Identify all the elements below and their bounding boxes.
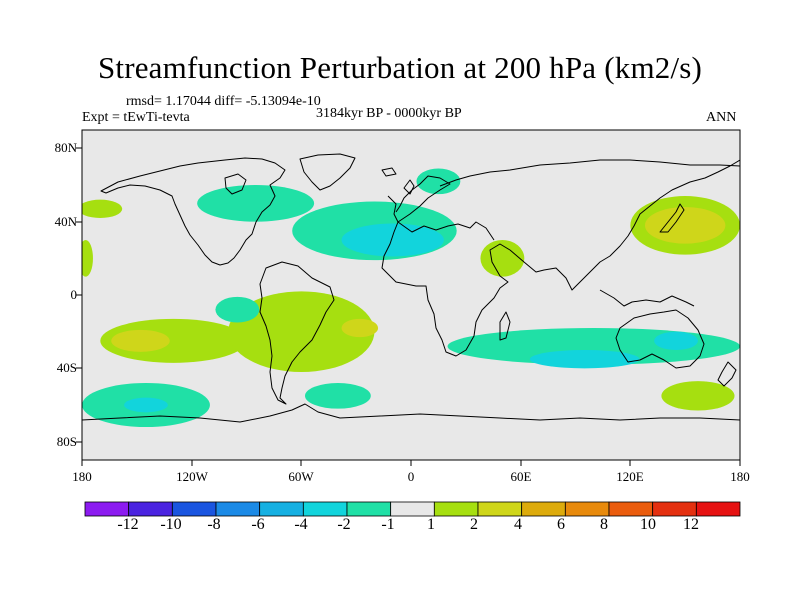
contour-region-northwest-pacific-high-core [644,207,726,244]
y-tick-label: 40N [54,214,77,229]
colorbar-swatch [390,501,435,517]
colorbar-swatch [521,501,566,517]
experiment-label: Expt = tEwTi-tevta [82,110,190,125]
contour-region-southwest-pacific-high [661,381,735,411]
colorbar-label: -1 [381,516,395,533]
contour-fill-layer [82,168,740,427]
eurasia-arctic-coastline [439,159,740,187]
colorbar-swatch [477,501,523,517]
colorbar-label: 6 [557,516,565,533]
colorbar-swatch [608,501,654,517]
y-tick-label: 80N [54,140,77,155]
contour-region-south-america-high [228,291,375,372]
season-label: ANN [706,110,737,125]
x-tick-label: 120W [176,469,208,484]
colorbar-swatch [215,501,261,517]
period-label: 3184kyr BP - 0000kyr BP [316,106,462,121]
africa-eurasia-coastline [381,159,740,357]
colorbar-swatch [259,501,304,517]
contour-region-indian-ocean-low-core [529,350,640,369]
colorbar-label: -2 [337,516,351,533]
colorbar-swatch [128,501,173,517]
colorbar-swatch [652,501,697,517]
north-america-coastline [100,157,286,266]
colorbar-label: 12 [683,516,699,533]
contour-region-east-pacific-west-high [82,199,123,218]
axis-ticks [76,147,741,466]
colorbar-label: -4 [294,516,308,533]
colorbar [84,501,741,517]
colorbar-label: 8 [600,516,608,533]
colorbar-swatch [302,501,348,517]
colorbar-label: 1 [427,516,435,533]
mediterranean-coastline [397,221,495,241]
south-america-coastline [259,261,335,405]
colorbar-swatch [433,501,479,517]
x-tick-label: 0 [407,469,415,484]
x-tick-label: 180 [72,469,92,484]
colorbar-swatch [171,501,217,517]
stats-line: rmsd= 1.17044 diff= -5.13094e-10 [126,94,321,109]
contour-region-southeast-pacific-low [215,296,260,323]
colorbar-label: -12 [117,516,139,533]
map-title: Streamfunction Perturbation at 200 hPa (… [97,50,703,85]
contour-region-south-pacific-high [100,318,247,363]
colorbar-label: 10 [640,516,656,533]
colorbar-label: -6 [251,516,265,533]
uk-coastline [403,179,415,195]
contour-region-north-america-low [197,185,315,222]
greenland-coastline [299,153,356,191]
contour-region-australia-low-core [654,331,698,351]
colorbar-label: -8 [207,516,221,533]
colorbar-swatch [695,501,741,517]
x-tick-label: 60W [288,469,314,484]
contour-region-europe-low [416,168,461,195]
y-tick-label: 40S [56,360,77,375]
x-tick-label: 60E [510,469,532,484]
indonesia-coastline [599,289,695,307]
colorbar-swatch [564,501,610,517]
europe-coastline [395,175,451,223]
iceland-coastline [381,167,397,177]
y-tick-label: 80S [56,434,77,449]
contour-region-dateline-high-north [82,240,93,277]
contour-region-south-atlantic-low [304,383,371,409]
colorbar-label: -10 [160,516,182,533]
antarctica-coastline [82,403,740,423]
contour-region-south-atlantic-high-core [341,318,379,338]
madagascar-coastline [499,311,511,341]
x-tick-label: 120E [616,469,644,484]
contour-region-southern-ocean-low-pacific-core [124,397,168,413]
australia-coastline [615,309,705,369]
colorbar-label: 4 [514,516,522,533]
colorbar-label: 2 [470,516,478,533]
colorbar-swatch [84,501,130,517]
x-tick-label: 180 [730,469,750,484]
new-zealand-coastline [717,361,737,387]
colorbar-swatch [346,501,392,517]
contour-region-north-atlantic-low-core [341,223,444,257]
hudson-bay-coastline [224,173,247,195]
contour-region-south-pacific-high-core [111,329,170,352]
y-tick-label: 0 [70,287,78,302]
japan-coastline [659,203,685,233]
coastline-layer [82,153,740,423]
